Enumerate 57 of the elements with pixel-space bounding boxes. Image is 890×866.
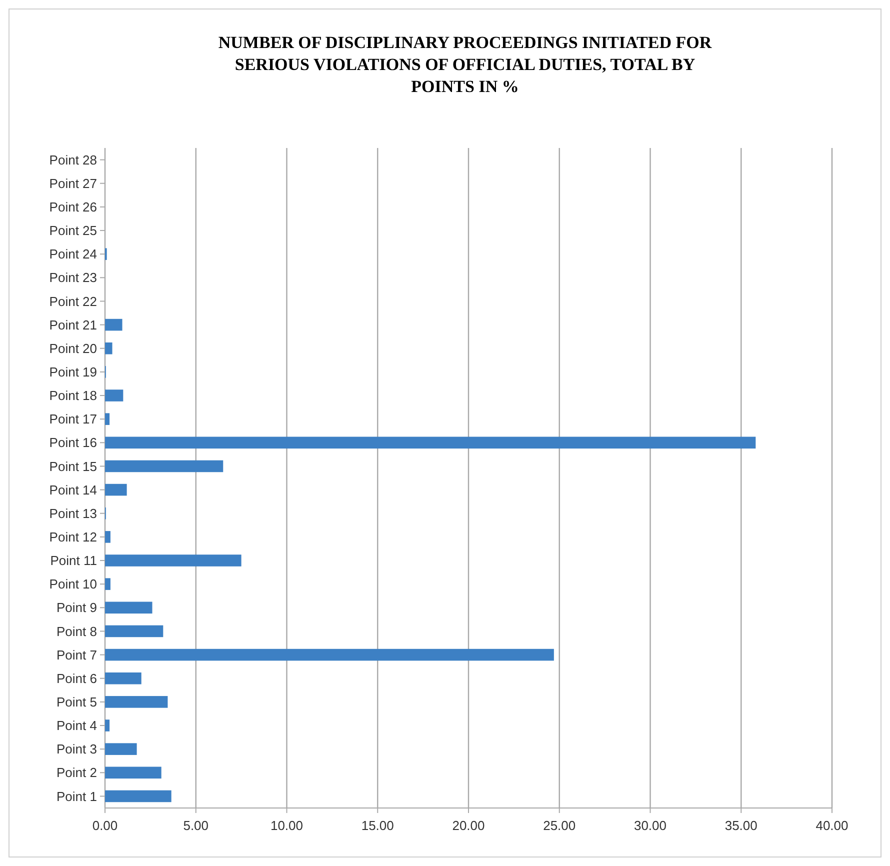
y-tick-label: Point 24 [49,246,97,262]
y-tick-label: Point 19 [49,364,97,380]
bar [105,696,168,708]
bar [105,578,110,590]
y-tick-label: Point 14 [49,482,97,498]
y-tick-label: Point 8 [56,624,97,639]
y-tick-label: Point 27 [49,176,97,191]
y-tick-label: Point 1 [56,788,97,804]
y-tick-label: Point 22 [49,294,97,309]
bar [105,460,224,472]
y-tick-label: Point 5 [56,694,97,710]
y-tick-label: Point 23 [49,270,97,286]
bar [105,436,756,449]
y-tick-label: Point 17 [49,412,97,427]
y-tick-label: Point 25 [49,223,97,238]
y-tick-label: Point 26 [49,199,97,214]
y-tick-label: Point 6 [56,670,97,686]
bar [105,648,554,661]
y-tick-label: Point 7 [56,647,97,662]
bar [105,672,142,684]
x-tick-label: 10.00 [270,818,304,833]
y-tick-label: Point 9 [56,600,97,616]
y-tick-label: Point 3 [56,742,97,757]
bar [105,342,112,354]
y-tick-label: Point 16 [49,435,97,450]
y-tick-label: Point 10 [49,576,97,592]
bar [105,554,242,566]
bar [105,318,122,331]
bar [105,602,152,614]
y-tick-label: Point 15 [49,458,97,474]
x-tick-label: 25.00 [543,818,576,833]
x-tick-label: 20.00 [452,818,485,833]
bar [105,743,137,755]
x-tick-label: 35.00 [724,818,758,833]
y-tick-label: Point 18 [49,388,97,404]
bar [105,531,110,543]
y-tick-label: Point 11 [50,553,97,568]
x-tick-label: 0.00 [92,818,118,833]
y-tick-label: Point 12 [49,529,97,544]
y-tick-label: Point 13 [49,506,97,521]
bar [105,766,162,779]
x-tick-label: 15.00 [361,818,394,833]
bar [105,790,172,802]
bar [105,484,127,496]
y-tick-label: Point 20 [49,340,97,356]
bar [105,625,164,638]
chart-title: NUMBER OF DISCIPLINARY PROCEEDINGS INITIATED FOR SERIOUS VIOLATIONS OF OFFICIAL DUTIES, TOTAL BY POINTS IN % [218,33,712,96]
y-tick-label: Point 21 [49,317,97,332]
y-tick-label: Point 28 [49,152,97,168]
bar [105,390,124,402]
bar [105,720,110,732]
x-tick-label: 40.00 [816,818,848,833]
y-tick-label: Point 4 [56,718,97,734]
x-tick-label: 30.00 [634,818,667,833]
x-tick-label: 5.00 [183,818,209,833]
bar [105,413,110,425]
y-tick-label: Point 2 [56,765,97,780]
